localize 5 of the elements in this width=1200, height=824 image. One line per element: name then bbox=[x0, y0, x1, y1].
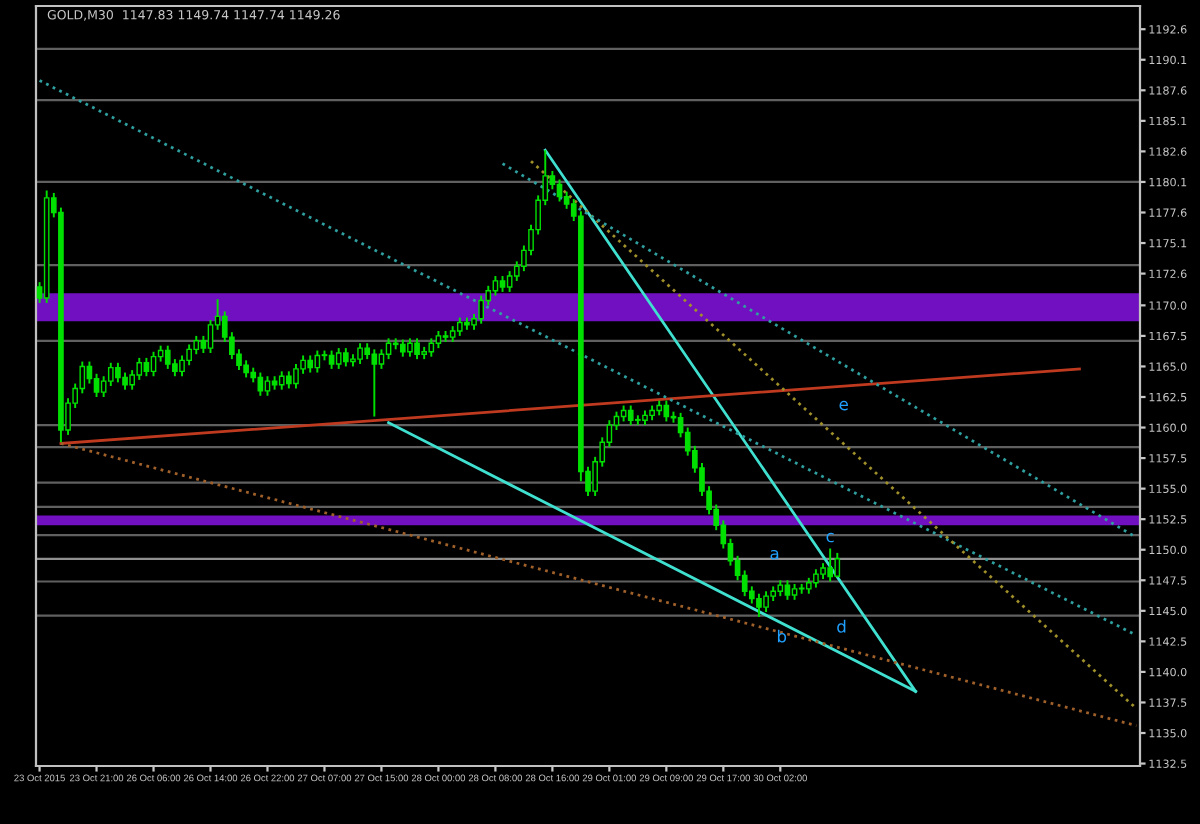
annotation: e bbox=[839, 400, 848, 411]
annotation: b bbox=[777, 629, 787, 643]
annotation: a bbox=[770, 549, 779, 560]
annotation: d bbox=[837, 619, 846, 633]
annotation: c bbox=[826, 532, 834, 543]
